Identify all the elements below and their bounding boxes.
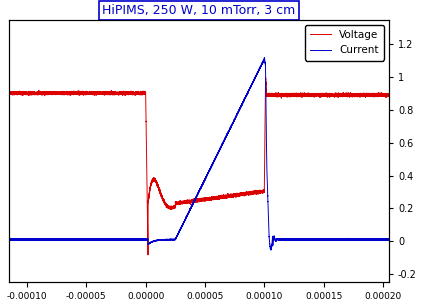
Voltage [186,199,191,202]
Legend: Voltage, Current: Voltage, Current [305,25,384,61]
Voltage [386,93,392,97]
Voltage [362,93,367,97]
Current [268,248,273,252]
Current [279,237,284,241]
Current [186,210,191,214]
Current [386,238,392,242]
Current [7,238,12,241]
Voltage [250,190,256,194]
Voltage [236,192,241,196]
Current [250,80,256,84]
Voltage [263,75,268,79]
Voltage [7,90,12,94]
Current [236,109,241,113]
Voltage [279,92,284,96]
Line: Voltage: Voltage [9,77,389,255]
Line: Current: Current [9,58,389,250]
Current [101,238,107,241]
Title: HiPIMS, 250 W, 10 mTorr, 3 cm: HiPIMS, 250 W, 10 mTorr, 3 cm [102,4,296,17]
Current [262,56,267,59]
Voltage [101,92,107,95]
Current [362,237,367,241]
Voltage [146,253,151,257]
